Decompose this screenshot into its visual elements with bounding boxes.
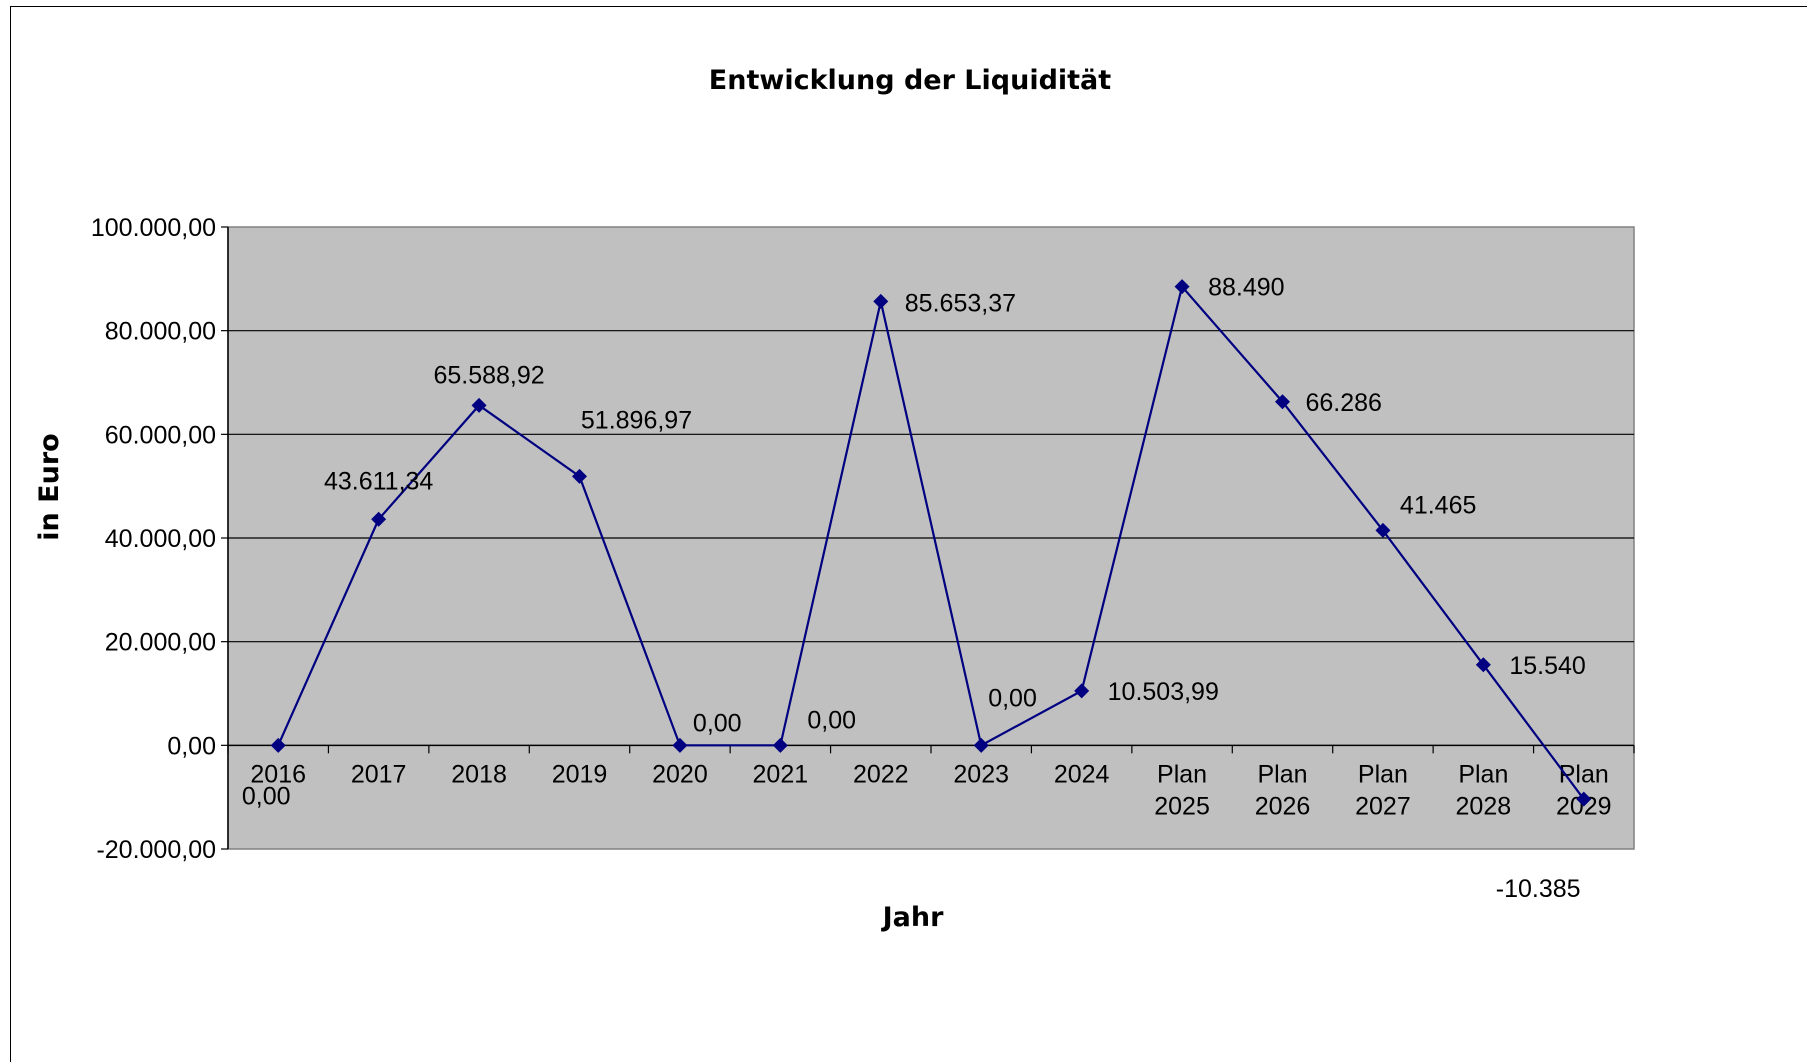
data-label: 88.490: [1208, 274, 1284, 302]
data-label: -10.385: [1496, 875, 1581, 903]
x-tick-label: 2021: [753, 760, 809, 788]
y-tick-label: 40.000,00: [105, 525, 216, 553]
data-point-marker: [572, 468, 587, 484]
data-label: 15.540: [1509, 652, 1585, 680]
data-point-marker: [1074, 683, 1090, 699]
x-tick-label: 2018: [451, 760, 507, 788]
data-point-marker: [1576, 791, 1592, 807]
x-tick-label: Plan 2027: [1355, 760, 1411, 820]
x-tick-label: Plan2029: [1556, 760, 1612, 820]
data-point-marker: [371, 511, 387, 527]
data-point-marker: [873, 293, 889, 309]
x-tick-label: 2023: [953, 760, 1009, 788]
data-label: 0,00: [988, 684, 1037, 712]
x-tick-label: 2019: [552, 760, 608, 788]
x-tick-label: 2024: [1054, 760, 1110, 788]
y-tick-label: 100.000,00: [91, 214, 216, 242]
data-label: 43.611,34: [324, 467, 433, 495]
data-label: 41.465: [1400, 491, 1476, 519]
data-label: 10.503,99: [1108, 678, 1219, 706]
data-point-marker: [1475, 657, 1491, 673]
y-tick-label: 60.000,00: [105, 421, 216, 449]
gridlines: [221, 226, 1634, 850]
data-label: 66.286: [1306, 389, 1382, 417]
y-tick-label: 0,00: [167, 732, 216, 760]
data-label: 0,00: [807, 706, 856, 734]
data-point-marker: [471, 397, 487, 413]
data-point-marker: [672, 737, 688, 753]
data-labels: 0,00 43.611,34 65.588,92 51.896,97 0,00 0,00 8…: [242, 274, 1586, 904]
data-point-marker: [270, 737, 286, 753]
chart-title: Entwicklung der Liquidität: [709, 65, 1111, 96]
x-tick-label: Plan 2028: [1456, 760, 1512, 820]
data-label: 0,00: [242, 782, 291, 810]
data-point-marker: [973, 737, 989, 753]
x-tick-label: 2022: [853, 760, 909, 788]
x-tick-label: Plan 2025: [1154, 760, 1210, 820]
series-liquidity: [270, 279, 1592, 807]
y-tick-label: -20.000,00: [96, 836, 216, 864]
data-point-marker: [772, 737, 788, 753]
y-axis-title: in Euro: [34, 433, 65, 540]
axes: [227, 227, 1635, 849]
data-point-marker: [1275, 394, 1290, 410]
x-tick-label: 2017: [351, 760, 407, 788]
series-line: [277, 284, 1585, 800]
y-tick-label: 20.000,00: [105, 629, 216, 657]
x-tick-label: Plan 2026: [1255, 760, 1311, 820]
x-axis-title: Jahr: [881, 902, 944, 933]
x-tick-label: 2020: [652, 760, 708, 788]
data-label: 51.896,97: [581, 406, 692, 434]
data-label: 0,00: [693, 709, 742, 737]
data-label: 65.588,92: [433, 361, 544, 389]
data-label: 85.653,37: [905, 289, 1016, 317]
y-tick-label: 80.000,00: [105, 318, 216, 346]
y-tick-labels: -20.000,00 0,00 20.000,00 40.000,00 60.000,0…: [91, 214, 216, 864]
x-tick-label: 2016: [250, 760, 306, 788]
x-tick-labels: 2016 2017 2018 2019 2020 2021 2022 2023 2024 Plan…: [250, 760, 1611, 820]
data-point-marker: [1174, 279, 1190, 295]
data-point-marker: [1375, 522, 1391, 538]
